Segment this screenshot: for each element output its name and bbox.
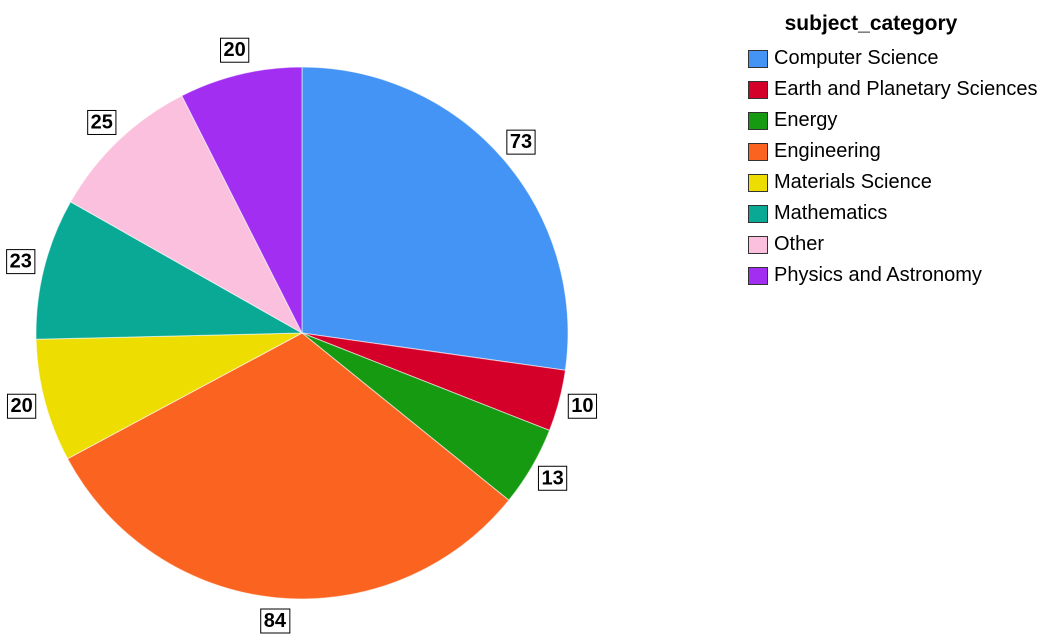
legend-swatch xyxy=(748,143,768,161)
legend-swatch xyxy=(748,112,768,130)
legend-label: Physics and Astronomy xyxy=(774,264,982,286)
value-label-box xyxy=(537,465,568,491)
legend: subject_category Computer Science Earth a… xyxy=(748,12,1040,296)
legend-item: Earth and Planetary Sciences xyxy=(748,79,1040,100)
value-label-box xyxy=(6,393,37,419)
legend-title: subject_category xyxy=(784,12,958,35)
legend-item: Physics and Astronomy xyxy=(748,265,1040,286)
chart: 73 10 13 84 20 23 25 20 xyxy=(6,37,598,634)
legend-item: Other xyxy=(748,234,1040,255)
legend-item: Energy xyxy=(748,110,1040,131)
legend-item: Engineering xyxy=(748,141,1040,162)
value-label: 20 xyxy=(224,39,246,61)
legend-label: Computer Science xyxy=(774,47,939,69)
legend-label: Earth and Planetary Sciences xyxy=(774,78,1038,100)
pie-slice xyxy=(301,66,569,371)
value-label-box xyxy=(220,37,250,63)
legend-label: Materials Science xyxy=(774,171,932,193)
value-label-group: 25 xyxy=(87,109,117,135)
legend-swatch xyxy=(748,50,768,68)
legend-swatch xyxy=(748,236,768,254)
pie-slice xyxy=(181,66,303,334)
value-label-group: 20 xyxy=(220,37,250,63)
legend-swatch xyxy=(748,267,768,285)
legend-item: Computer Science xyxy=(748,48,1040,69)
value-label-group: 20 xyxy=(6,393,37,419)
legend-item: Mathematics xyxy=(748,203,1040,224)
legend-swatch xyxy=(748,81,768,99)
pie-slice xyxy=(35,332,303,460)
value-label: 73 xyxy=(510,131,532,153)
value-label-group: 73 xyxy=(506,129,536,155)
legend-label: Energy xyxy=(774,109,838,131)
pie-slice xyxy=(69,95,304,335)
value-label: 10 xyxy=(571,395,593,417)
value-label-box xyxy=(506,129,536,155)
value-label-group: 10 xyxy=(567,393,598,419)
value-label: 25 xyxy=(91,111,113,133)
legend-label: Mathematics xyxy=(774,202,888,224)
value-label-group: 13 xyxy=(537,465,568,491)
value-label: 23 xyxy=(10,251,32,273)
value-label-box xyxy=(6,249,36,275)
value-label: 13 xyxy=(541,467,563,489)
value-label: 20 xyxy=(10,395,32,417)
value-label-box xyxy=(260,608,291,634)
legend-swatch xyxy=(748,205,768,223)
legend-swatch xyxy=(748,174,768,192)
pie-slice xyxy=(66,332,510,600)
pie-slice xyxy=(35,201,304,340)
legend-label: Other xyxy=(774,233,825,255)
value-label-box xyxy=(567,393,598,419)
value-label-group: 84 xyxy=(260,608,291,634)
value-label-group: 23 xyxy=(6,249,36,275)
legend-label: Engineering xyxy=(774,140,881,162)
value-label-box xyxy=(87,109,117,135)
value-label: 84 xyxy=(264,610,287,632)
legend-item: Materials Science xyxy=(748,172,1040,193)
